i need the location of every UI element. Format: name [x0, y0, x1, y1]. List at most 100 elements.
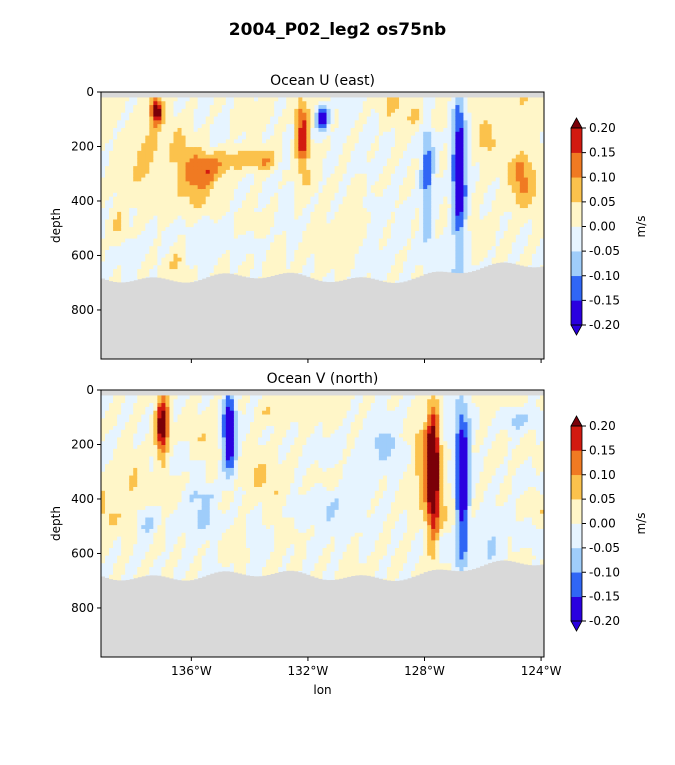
heatmap-cell — [451, 147, 456, 152]
heatmap-cell — [447, 124, 452, 129]
heatmap-cell — [169, 108, 174, 114]
heatmap-cell — [121, 208, 126, 213]
heatmap-cell — [334, 238, 340, 243]
heatmap-cell — [471, 269, 477, 272]
heatmap-cell — [173, 139, 179, 144]
heatmap-cell — [362, 112, 368, 118]
heatmap-cell — [386, 246, 392, 251]
heatmap-cell — [129, 173, 134, 179]
heatmap-cell — [266, 124, 271, 129]
heatmap-cell — [386, 112, 392, 118]
heatmap-cell — [415, 116, 420, 121]
heatmap-cell — [270, 200, 275, 205]
heatmap-cell — [407, 116, 412, 121]
heatmap-cell — [101, 234, 106, 240]
heatmap-cell — [185, 131, 191, 137]
heatmap-cell — [165, 139, 170, 144]
heatmap-cell — [290, 215, 295, 220]
heatmap-cell — [129, 147, 134, 152]
heatmap-cell — [185, 154, 191, 159]
heatmap-cell — [471, 227, 477, 232]
heatmap-cell — [169, 196, 174, 201]
heatmap-cell — [137, 139, 142, 144]
heatmap-cell — [499, 143, 505, 148]
heatmap-cell — [306, 120, 311, 125]
heatmap-cell — [407, 219, 412, 224]
heatmap-cell — [431, 265, 436, 270]
heatmap-cell — [330, 227, 336, 232]
heatmap-cell — [274, 204, 279, 209]
heatmap-cell — [137, 101, 142, 106]
heatmap-cell — [358, 150, 364, 156]
heatmap-cell — [258, 108, 263, 114]
heatmap-cell — [314, 150, 319, 156]
heatmap-cell — [294, 200, 299, 205]
heatmap-cell — [507, 147, 513, 152]
heatmap-cell — [366, 230, 372, 236]
heatmap-cell — [294, 181, 299, 186]
heatmap-cell — [141, 154, 146, 159]
heatmap-cell — [113, 250, 118, 255]
heatmap-cell — [125, 139, 130, 144]
heatmap-cell — [330, 219, 336, 224]
heatmap-cell — [366, 120, 372, 125]
heatmap-cell — [467, 185, 473, 190]
heatmap-cell — [290, 204, 295, 209]
heatmap-cell — [157, 246, 162, 251]
heatmap-cell — [439, 257, 444, 262]
heatmap-cell — [455, 147, 460, 152]
heatmap-cell — [262, 173, 267, 179]
heatmap-cell — [141, 116, 146, 121]
heatmap-cell — [439, 139, 444, 144]
heatmap-cell — [439, 227, 444, 232]
heatmap-cell — [394, 223, 400, 228]
heatmap-cell — [310, 143, 315, 148]
heatmap-cell — [282, 112, 287, 118]
heatmap-cell — [523, 150, 529, 156]
heatmap-cell — [294, 234, 299, 240]
heatmap-cell — [250, 208, 255, 213]
heatmap-cell — [302, 234, 307, 240]
heatmap-cell — [475, 162, 481, 167]
heatmap-cell — [362, 169, 368, 175]
heatmap-cell — [310, 192, 315, 198]
heatmap-cell — [286, 166, 291, 171]
heatmap-cell — [411, 162, 416, 167]
heatmap-cell — [189, 280, 195, 283]
heatmap-cell — [374, 211, 380, 217]
heatmap-cell — [403, 97, 408, 102]
heatmap-cell — [370, 215, 376, 220]
heatmap-cell — [399, 200, 404, 205]
heatmap-cell — [447, 162, 452, 167]
heatmap-cell — [415, 246, 420, 251]
heatmap-cell — [495, 177, 501, 182]
heatmap-cell — [310, 269, 315, 274]
heatmap-cell — [322, 253, 328, 259]
heatmap-cell — [229, 250, 235, 255]
heatmap-cell — [205, 215, 211, 220]
heatmap-cell — [237, 188, 243, 194]
heatmap-cell — [338, 208, 344, 213]
heatmap-cell — [479, 150, 485, 156]
heatmap-cell — [137, 230, 142, 236]
heatmap-cell — [286, 120, 291, 125]
heatmap-cell — [459, 135, 464, 140]
heatmap-cell — [415, 200, 420, 205]
heatmap-cell — [447, 181, 452, 186]
heatmap-cell — [290, 108, 295, 114]
heatmap-cell — [193, 120, 199, 125]
heatmap-cell — [254, 139, 259, 144]
heatmap-cell — [145, 250, 150, 255]
heatmap-cell — [435, 101, 440, 106]
heatmap-cell — [101, 112, 106, 118]
heatmap-cell — [378, 227, 384, 232]
heatmap-cell — [394, 101, 400, 106]
heatmap-cell — [491, 101, 497, 106]
heatmap-cell — [133, 105, 138, 110]
heatmap-cell — [507, 238, 513, 243]
heatmap-cell — [101, 192, 106, 198]
heatmap-cell — [302, 204, 307, 209]
heatmap-cell — [157, 215, 162, 220]
heatmap-cell — [511, 116, 517, 121]
heatmap-cell — [487, 250, 493, 255]
